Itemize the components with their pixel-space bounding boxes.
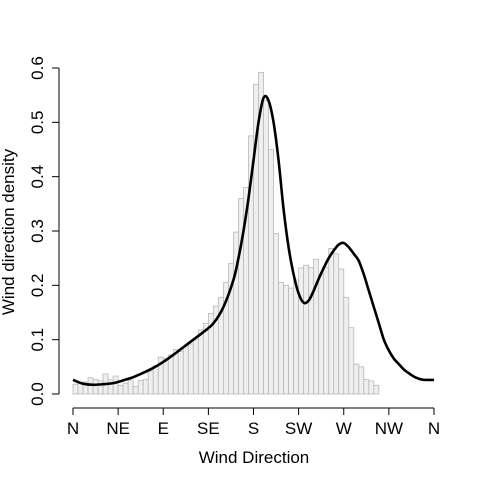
histogram-bar (172, 349, 179, 395)
y-tick-label: 0.5 (28, 111, 47, 135)
histogram-bar (333, 253, 340, 395)
x-tick-label: S (248, 419, 259, 438)
y-axis: 0.0 0.1 0.2 0.3 0.4 0.5 0.6 (28, 56, 60, 406)
y-tick-label: 0.3 (28, 219, 47, 243)
histogram-bar (182, 346, 189, 395)
histogram-bar (353, 363, 360, 395)
histogram-bar (308, 266, 315, 395)
histogram-bar (298, 267, 305, 395)
histogram-bar (117, 384, 124, 395)
x-tick-label: SW (285, 419, 312, 438)
x-tick-label: NE (106, 419, 130, 438)
histogram-bar (112, 375, 119, 395)
histogram-bar (268, 149, 274, 395)
histogram-bar (167, 354, 174, 395)
histogram-bar (142, 378, 149, 395)
histogram-bar (273, 233, 279, 395)
y-tick-label: 0.1 (28, 328, 47, 352)
histogram-bar (328, 247, 335, 395)
histogram-bar (92, 378, 99, 395)
y-tick-label: 0.2 (28, 274, 47, 298)
x-tick-label: N (67, 419, 79, 438)
histogram-bar (343, 296, 350, 395)
histogram-bar (202, 322, 209, 395)
histogram-bar (363, 378, 370, 395)
histogram-bar (187, 343, 194, 395)
histogram-bar (263, 100, 269, 395)
y-tick-label: 0.4 (28, 165, 47, 189)
histogram-bar (162, 358, 169, 395)
histogram-bar (283, 284, 289, 395)
histogram-bar (278, 282, 284, 395)
histogram-bar (373, 384, 380, 395)
histogram-bar (303, 264, 310, 395)
histogram-bar (137, 380, 144, 395)
histogram-bar (293, 279, 300, 395)
histogram-bar (72, 383, 79, 395)
histogram-bar (197, 329, 204, 395)
histogram-bar (132, 385, 139, 395)
histogram-bar (152, 365, 159, 395)
x-tick-label: W (336, 419, 352, 438)
x-tick-label: E (158, 419, 169, 438)
histogram-bar (338, 268, 345, 395)
histogram-bars (72, 71, 380, 395)
x-tick-label: NW (375, 419, 403, 438)
y-axis-title: Wind direction density (0, 148, 18, 315)
histogram-bar (348, 327, 355, 395)
y-tick-label: 0.0 (28, 382, 47, 406)
histogram-bar (368, 380, 375, 395)
histogram-bar (97, 380, 104, 395)
histogram-bar (192, 339, 199, 395)
y-tick-label: 0.6 (28, 56, 47, 80)
histogram-bar (122, 382, 129, 395)
histogram-bar (318, 274, 325, 395)
histogram-bar (288, 287, 295, 395)
histogram-bar (177, 351, 184, 395)
x-tick-label: SE (197, 419, 220, 438)
density-curve (72, 94, 435, 387)
x-tick-label: N (428, 419, 440, 438)
histogram-bar (323, 266, 330, 395)
histogram-bar (358, 366, 365, 395)
histogram-bar (127, 379, 134, 395)
x-axis: N NE E SE S SW W NW N (67, 407, 440, 438)
histogram-bar (147, 370, 154, 395)
x-axis-title: Wind Direction (199, 448, 310, 467)
